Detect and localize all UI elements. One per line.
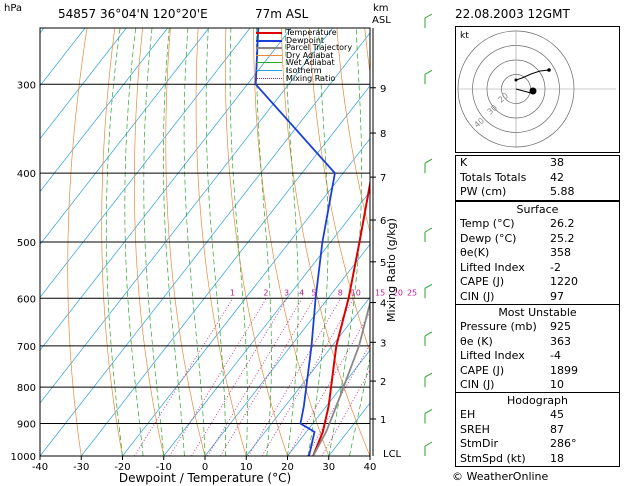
x-tick-label: 40 [364,462,377,473]
mixing-ratio-label: 4 [299,288,304,297]
hodograph-ring-label-20: 20 [497,91,511,104]
height-tick-label: 7 [380,173,386,184]
x-tick-label: 30 [322,462,335,473]
copyright-label: © WeatherOnline [452,470,548,483]
datetime-label: 22.08.2003 12GMT [455,7,570,21]
height-tick-label: 8 [380,129,386,140]
hodograph-params-panel: Hodograph EH 45 SREH 87 StmDir 286° StmSpd … [455,392,620,467]
hodograph-param-row: SREH 87 [456,423,619,438]
x-tick-label: -30 [73,462,89,473]
mixing-ratio-line [208,298,303,456]
pressure-tick-label: 700 [17,342,36,353]
index-row-totals: Totals Totals 42 [456,171,619,186]
hodograph-panel: kt 20 30 40 [455,26,620,153]
storm-motion-vector [516,89,531,93]
index-row-pw: PW (cm) 5.88 [456,185,619,200]
surface-row: CAPE (J) 1220 [456,275,619,290]
hodograph-param-row: EH 45 [456,408,619,423]
height-tick-label: 9 [380,84,386,95]
indices-panel: K 38 Totals Totals 42 PW (cm) 5.88 [455,155,620,201]
hodograph-param-row: StmSpd (kt) 18 [456,452,619,467]
surface-row: CIN (J) 97 [456,290,619,305]
mixing-ratio-label: 15 [375,288,385,297]
surface-panel: Surface Temp (°C) 26.2 Dewp (°C) 25.2 θe(K… [455,201,620,305]
wind-barb-flag [425,159,432,163]
legend-item-mixing-ratio: Mixing Ratio [254,75,352,83]
index-row-k: K 38 [456,156,619,171]
most-unstable-title: Most Unstable [456,305,619,320]
pressure-tick-label: 300 [17,80,36,91]
dry-adiabat-line [392,28,450,456]
most-unstable-row: θe (K) 363 [456,335,619,350]
height-tick-label: 1 [380,415,386,426]
pressure-tick-label: 900 [17,419,36,430]
mixing-ratio-label: 8 [338,288,343,297]
mixing-ratio-axis-label: Mixing Ratio (g/kg) [385,218,398,322]
wind-barb-flag [425,228,432,232]
wind-barb-flag [425,409,432,413]
surface-row: Lifted Index -2 [456,261,619,276]
most-unstable-panel: Most Unstable Pressure (mb) 925 θe (K) 363… [455,304,620,394]
x-tick-label: -40 [32,462,48,473]
most-unstable-row: CAPE (J) 1899 [456,364,619,379]
wind-barb-flag [425,284,432,288]
mixing-ratio-label: 10 [351,288,361,297]
dry-adiabat-line [448,28,450,456]
hodograph-unit-label: kt [460,31,469,41]
mixing-ratio-label: 2 [263,288,268,297]
surface-row: Temp (°C) 26.2 [456,217,619,232]
skewt-diagram: 1 2 3 4 5 8 10 15 20 253004005006007008009001000-… [0,0,450,486]
most-unstable-row: Pressure (mb) 925 [456,320,619,335]
pressure-tick-label: 800 [17,383,36,394]
x-axis-label: Dewpoint / Temperature (°C) [119,471,291,485]
axes: 1 2 3 4 5 8 10 15 20 253004005006007008009001000-… [11,28,418,473]
surface-row: θe(K) 358 [456,246,619,261]
height-tick-label: 2 [380,377,386,388]
pressure-tick-label: 400 [17,169,36,180]
hodograph-ring-label-30: 30 [486,103,500,116]
mixing-ratio-label: 1 [230,288,235,297]
wind-barb-flag [425,442,432,446]
mixing-ratio-label: 3 [284,288,289,297]
wind-barbs [425,14,432,456]
pressure-tick-label: 600 [17,294,36,305]
dry-adiabat-line [365,28,450,456]
wind-barb-flag [425,373,432,377]
mixing-ratio-label: 25 [407,288,417,297]
hodograph-params-title: Hodograph [456,393,619,408]
surface-row: Dewp (°C) 25.2 [456,232,619,247]
hodograph-param-row: StmDir 286° [456,437,619,452]
wind-barb-flag [425,332,432,336]
pressure-tick-label: 500 [17,238,36,249]
most-unstable-row: CIN (J) 10 [456,378,619,393]
storm-motion-marker [530,88,537,95]
chart-legend: Temperature Dewpoint Parcel Trajectory D… [254,29,352,82]
mixing-ratio-label: 5 [311,288,316,297]
surface-title: Surface [456,202,619,217]
hodograph-plot: kt 20 30 40 [456,27,619,152]
height-tick-label: 3 [380,338,386,349]
lcl-label: LCL [383,449,402,460]
mixing-ratio-line [220,298,314,456]
wind-barb-flag [425,14,432,18]
most-unstable-row: Lifted Index -4 [456,349,619,364]
wind-barb-flag [425,70,432,74]
